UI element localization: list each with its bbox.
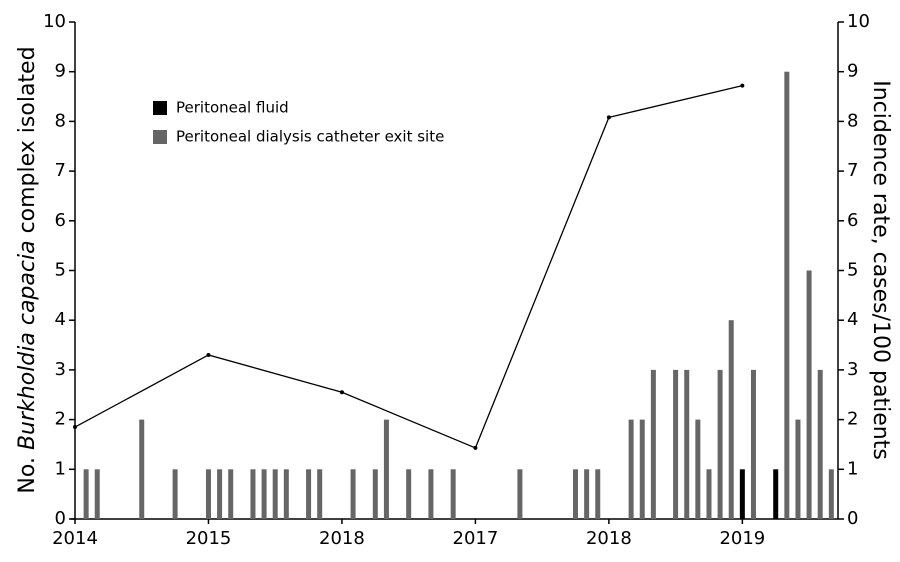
x-tick-label: 2015 [186, 528, 232, 549]
line-point [206, 352, 211, 357]
y-tick-label: 10 [43, 11, 66, 32]
bar [773, 469, 779, 519]
bar [584, 469, 590, 519]
legend-swatch [153, 130, 167, 144]
y-tick-label: 7 [55, 160, 66, 181]
bar [573, 469, 579, 519]
y2-tick-label: 10 [847, 11, 870, 32]
bar [139, 419, 145, 519]
bar [717, 369, 723, 519]
bar [83, 469, 89, 519]
y2-tick-label: 1 [847, 458, 858, 479]
bar [728, 320, 734, 519]
y-tick-label: 9 [55, 61, 66, 82]
x-tick-label: 2018 [319, 528, 365, 549]
bar [750, 369, 756, 519]
y2-tick-label: 9 [847, 61, 858, 82]
bar [795, 419, 801, 519]
x-tick-label: 2018 [586, 528, 632, 549]
y2-tick-label: 2 [847, 409, 858, 430]
y2-tick-label: 4 [847, 309, 858, 330]
y2-tick-label: 3 [847, 359, 858, 380]
line-point [473, 445, 478, 450]
y-tick-label: 8 [55, 110, 66, 131]
y2-axis-title: Incidence rate, cases/100 patients [868, 80, 893, 460]
y-tick-label: 4 [55, 309, 66, 330]
bar [283, 469, 289, 519]
y-title-part: complex isolated [15, 46, 40, 240]
x-tick-label: 2019 [719, 528, 765, 549]
y-axis-title: No. Burkholdia capacia complex isolated [15, 46, 40, 493]
legend-label: Peritoneal dialysis catheter exit site [176, 128, 444, 146]
y2-tick-label: 6 [847, 210, 858, 231]
bar [595, 469, 601, 519]
bar [450, 469, 456, 519]
y2-tick-label: 5 [847, 260, 858, 281]
bar [383, 419, 389, 519]
y2-tick-label: 0 [847, 508, 858, 529]
bar [806, 270, 812, 519]
y-title-part: Burkholdia capacia [15, 240, 40, 450]
bar [673, 369, 679, 519]
bar [695, 419, 701, 519]
line-point [73, 425, 77, 430]
line-point [606, 115, 611, 120]
bar [828, 469, 834, 519]
line-point [339, 390, 344, 395]
bar [517, 469, 523, 519]
bar [684, 369, 690, 519]
bar [350, 469, 356, 519]
bar [205, 469, 211, 519]
bar [272, 469, 278, 519]
bar [817, 369, 823, 519]
bar [217, 469, 223, 519]
y-title-part: No. [15, 450, 40, 494]
bar [94, 469, 100, 519]
y-tick-label: 1 [55, 458, 66, 479]
bar [306, 469, 312, 519]
bar [784, 71, 790, 519]
bar [639, 419, 645, 519]
y-tick-label: 2 [55, 409, 66, 430]
x-tick-label: 2017 [453, 528, 499, 549]
legend-label: Peritoneal fluid [176, 99, 289, 117]
bar [172, 469, 178, 519]
bar [250, 469, 256, 519]
bar [372, 469, 378, 519]
bar [739, 469, 745, 519]
legend-swatch [153, 101, 167, 115]
bar [317, 469, 323, 519]
line-point [740, 83, 745, 88]
y-tick-label: 3 [55, 359, 66, 380]
y-tick-label: 6 [55, 210, 66, 231]
bar [406, 469, 412, 519]
bar [706, 469, 712, 519]
y-tick-label: 5 [55, 260, 66, 281]
y-tick-label: 0 [55, 508, 66, 529]
bar [261, 469, 267, 519]
y2-tick-label: 8 [847, 110, 858, 131]
bar [628, 419, 634, 519]
bar [650, 369, 656, 519]
x-tick-label: 2014 [52, 528, 98, 549]
bar [228, 469, 234, 519]
bar [428, 469, 434, 519]
y2-tick-label: 7 [847, 160, 858, 181]
line [74, 84, 743, 449]
